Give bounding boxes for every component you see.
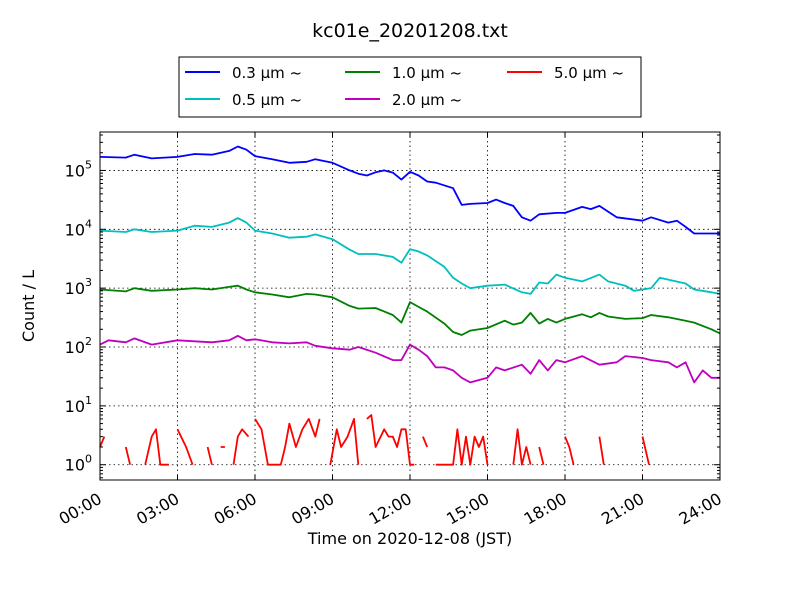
tick-marks [99,132,721,480]
y-tick-label: 101 [65,394,92,416]
series-line-3 [99,284,721,336]
y-tick-label: 104 [65,217,92,239]
x-tick-label: 03:00 [133,489,182,529]
legend: 0.3 µm ~ 0.5 µm ~ 1.0 µm ~ 2.0 µm ~ 5.0 µm ~ [178,56,642,118]
x-tick-label: 09:00 [288,489,337,529]
x-tick-labels: 00:00 03:00 06:00 09:00 12:00 15:00 18:00 21:00… [56,489,725,529]
y-tick-labels: 100 101 102 103 104 105 [65,158,92,474]
y-tick-label: 105 [65,158,92,180]
series-line-4 [99,334,720,384]
plot-frame [99,131,721,481]
legend-entry: 0.3 µm ~ [185,64,302,82]
series-line-1 [99,145,720,235]
legend-entry: 1.0 µm ~ [345,64,462,82]
x-tick-label: 24:00 [676,489,725,529]
plot-area [99,131,721,481]
legend-entries: 0.3 µm ~ 0.5 µm ~ 1.0 µm ~ 2.0 µm ~ 5.0 µm ~ [185,64,624,109]
x-tick-label: 00:00 [56,489,105,529]
legend-label: 2.0 µm ~ [392,91,462,109]
x-tick-label: 21:00 [598,489,647,529]
series-line-2 [99,217,721,295]
x-tick-label: 12:00 [366,489,415,529]
legend-label: 0.3 µm ~ [232,64,302,82]
series-line-5 [100,415,694,465]
x-tick-label: 18:00 [521,489,570,529]
legend-entry: 0.5 µm ~ [185,91,302,109]
legend-box [178,56,642,118]
y-tick-label: 102 [65,335,92,357]
legend-label: 5.0 µm ~ [554,64,624,82]
series-lines [99,145,721,465]
x-tick-label: 06:00 [211,489,260,529]
chart-title: kc01e_20201208.txt [312,20,508,42]
x-axis-label: Time on 2020-12-08 (JST) [307,529,512,548]
y-tick-label: 100 [65,453,92,475]
grid-lines [100,132,720,480]
legend-label: 1.0 µm ~ [392,64,462,82]
x-tick-label: 15:00 [443,489,492,529]
legend-entry: 2.0 µm ~ [345,91,462,109]
legend-entry: 5.0 µm ~ [507,64,624,82]
y-tick-label: 103 [65,276,92,298]
y-axis-label: Count / L [19,270,38,342]
legend-label: 0.5 µm ~ [232,91,302,109]
